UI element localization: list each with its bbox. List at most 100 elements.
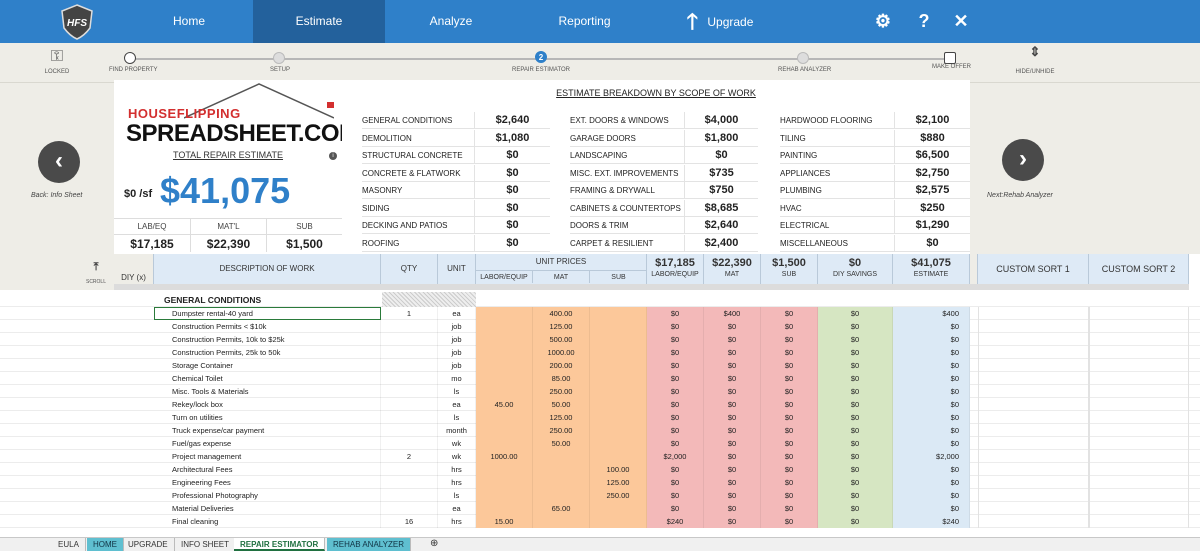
custom-sort-cell[interactable] <box>1089 502 1189 515</box>
custom-sort-cell[interactable] <box>1089 359 1189 372</box>
table-cell[interactable] <box>533 515 590 528</box>
table-cell[interactable] <box>590 333 647 346</box>
table-row[interactable]: Rekey/lock box ea 45.00 50.00 $0 $0 $0 $0 $0 <box>0 398 1200 411</box>
table-row[interactable]: Final cleaning 16 hrs 15.00 $240 $0 $0 $0 $240 <box>0 515 1200 528</box>
table-cell[interactable]: hrs <box>438 515 476 528</box>
table-cell[interactable] <box>590 437 647 450</box>
custom-sort-cell[interactable] <box>1089 385 1189 398</box>
table-row[interactable]: Construction Permits < $10k job 125.00 $0 $0… <box>0 320 1200 333</box>
table-cell[interactable]: job <box>438 333 476 346</box>
custom-sort-cell[interactable] <box>978 307 1089 320</box>
table-cell[interactable]: Construction Permits, 10k to $25k <box>154 333 381 346</box>
table-cell[interactable]: 500.00 <box>533 333 590 346</box>
step-dot-setup[interactable] <box>273 52 285 64</box>
table-cell[interactable]: ea <box>438 398 476 411</box>
table-cell[interactable]: ls <box>438 385 476 398</box>
table-cell[interactable]: Storage Container <box>154 359 381 372</box>
scroll-up-icon[interactable]: ⤒ <box>93 261 99 273</box>
custom-sort-cell[interactable] <box>1089 463 1189 476</box>
table-cell[interactable] <box>590 450 647 463</box>
table-row[interactable]: Misc. Tools & Materials ls 250.00 $0 $0 $0 $0 $… <box>0 385 1200 398</box>
table-cell[interactable] <box>533 463 590 476</box>
step-dot-repair-estimator[interactable]: 2 <box>535 51 547 63</box>
table-cell[interactable]: 100.00 <box>590 463 647 476</box>
sheet-tab-upgrade[interactable]: UPGRADE <box>122 538 175 551</box>
table-cell[interactable] <box>533 476 590 489</box>
table-cell[interactable] <box>381 333 438 346</box>
key-icon[interactable]: ⚿ <box>50 48 64 65</box>
gear-icon[interactable]: ⚙ <box>874 11 892 31</box>
table-row[interactable]: Fuel/gas expense wk 50.00 $0 $0 $0 $0 $0 <box>0 437 1200 450</box>
custom-sort-cell[interactable] <box>1089 424 1189 437</box>
table-cell[interactable] <box>590 411 647 424</box>
table-cell[interactable]: job <box>438 359 476 372</box>
table-cell[interactable] <box>476 463 533 476</box>
info-icon[interactable]: i <box>329 152 337 160</box>
table-cell[interactable] <box>381 320 438 333</box>
table-cell[interactable]: 250.00 <box>590 489 647 502</box>
table-cell[interactable]: 250.00 <box>533 385 590 398</box>
custom-sort-cell[interactable] <box>978 320 1089 333</box>
table-cell[interactable]: hrs <box>438 463 476 476</box>
table-cell[interactable]: Architectural Fees <box>154 463 381 476</box>
table-row[interactable]: Architectural Fees hrs 100.00 $0 $0 $0 $0 $0 <box>0 463 1200 476</box>
table-cell[interactable]: 16 <box>381 515 438 528</box>
nav-home[interactable]: Home <box>172 14 205 28</box>
table-cell[interactable]: ea <box>438 502 476 515</box>
table-row[interactable]: Engineering Fees hrs 125.00 $0 $0 $0 $0 $0 <box>0 476 1200 489</box>
custom-sort-cell[interactable] <box>1089 476 1189 489</box>
table-row[interactable]: Chemical Toilet mo 85.00 $0 $0 $0 $0 $0 <box>0 372 1200 385</box>
table-cell[interactable] <box>381 437 438 450</box>
custom-sort-cell[interactable] <box>1089 515 1189 528</box>
table-cell[interactable] <box>590 346 647 359</box>
table-cell[interactable] <box>476 320 533 333</box>
custom-sort-cell[interactable] <box>978 515 1089 528</box>
table-cell[interactable]: job <box>438 320 476 333</box>
table-cell[interactable] <box>590 515 647 528</box>
table-cell[interactable] <box>590 359 647 372</box>
custom-sort-cell[interactable] <box>1089 450 1189 463</box>
table-cell[interactable]: Project management <box>154 450 381 463</box>
table-row[interactable]: Turn on utilities ls 125.00 $0 $0 $0 $0 $0 <box>0 411 1200 424</box>
table-cell[interactable]: 85.00 <box>533 372 590 385</box>
table-cell[interactable]: Fuel/gas expense <box>154 437 381 450</box>
custom-sort-cell[interactable] <box>978 424 1089 437</box>
custom-sort-cell[interactable] <box>1089 437 1189 450</box>
custom-sort-cell[interactable] <box>1089 320 1189 333</box>
sheet-tab-info-sheet[interactable]: INFO SHEET <box>175 538 237 551</box>
custom-sort-cell[interactable] <box>978 333 1089 346</box>
custom-sort-cell[interactable] <box>1089 411 1189 424</box>
table-cell[interactable] <box>590 385 647 398</box>
table-cell[interactable] <box>381 502 438 515</box>
table-cell[interactable] <box>590 320 647 333</box>
custom-sort-cell[interactable] <box>1089 307 1189 320</box>
table-row[interactable]: Construction Permits, 10k to $25k job 500.… <box>0 333 1200 346</box>
hfs-logo-icon[interactable]: HFS <box>60 4 94 40</box>
table-cell[interactable]: Truck expense/car payment <box>154 424 381 437</box>
table-cell[interactable]: ls <box>438 489 476 502</box>
table-cell[interactable] <box>381 489 438 502</box>
sheet-tab-home[interactable]: HOME <box>87 538 124 551</box>
table-cell[interactable] <box>381 424 438 437</box>
custom-sort-cell[interactable] <box>1089 398 1189 411</box>
step-dot-rehab-analyzer[interactable] <box>797 52 809 64</box>
table-cell[interactable] <box>381 411 438 424</box>
table-cell[interactable] <box>476 476 533 489</box>
table-cell[interactable]: 125.00 <box>533 411 590 424</box>
table-cell[interactable]: 1 <box>381 307 438 320</box>
make-offer-icon[interactable] <box>944 52 956 64</box>
table-cell[interactable]: 2 <box>381 450 438 463</box>
table-cell[interactable]: month <box>438 424 476 437</box>
table-cell[interactable]: Final cleaning <box>154 515 381 528</box>
table-cell[interactable] <box>476 307 533 320</box>
table-cell[interactable] <box>476 502 533 515</box>
sheet-tab-repair-estimator[interactable]: REPAIR ESTIMATOR <box>234 538 326 551</box>
table-cell[interactable] <box>381 385 438 398</box>
nav-upgrade[interactable]: 🡑 Upgrade <box>660 0 780 43</box>
custom-sort-cell[interactable] <box>1089 372 1189 385</box>
custom-sort-cell[interactable] <box>978 437 1089 450</box>
table-cell[interactable]: 15.00 <box>476 515 533 528</box>
table-cell[interactable] <box>476 372 533 385</box>
custom-sort-cell[interactable] <box>978 476 1089 489</box>
sheet-tab-rehab-analyzer[interactable]: REHAB ANALYZER <box>327 538 411 551</box>
